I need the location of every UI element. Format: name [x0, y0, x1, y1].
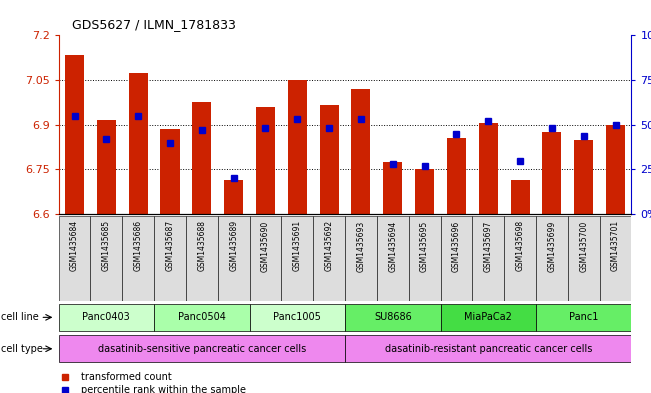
Text: GSM1435692: GSM1435692 — [325, 220, 333, 272]
FancyBboxPatch shape — [59, 216, 90, 301]
FancyBboxPatch shape — [345, 304, 441, 331]
Text: GSM1435693: GSM1435693 — [357, 220, 365, 272]
FancyBboxPatch shape — [536, 216, 568, 301]
Text: GSM1435685: GSM1435685 — [102, 220, 111, 272]
FancyBboxPatch shape — [473, 216, 504, 301]
Text: GSM1435691: GSM1435691 — [293, 220, 302, 272]
FancyBboxPatch shape — [154, 304, 249, 331]
FancyBboxPatch shape — [441, 304, 536, 331]
Text: GSM1435689: GSM1435689 — [229, 220, 238, 272]
Bar — [606, 125, 625, 214]
Bar — [447, 138, 466, 214]
Text: GSM1435700: GSM1435700 — [579, 220, 589, 272]
Text: GSM1435696: GSM1435696 — [452, 220, 461, 272]
FancyBboxPatch shape — [249, 304, 345, 331]
Bar — [510, 180, 530, 214]
FancyBboxPatch shape — [441, 216, 473, 301]
Bar — [160, 129, 180, 214]
Bar — [478, 123, 498, 214]
Bar — [383, 162, 402, 214]
Text: Panc0504: Panc0504 — [178, 312, 226, 322]
Text: SU8686: SU8686 — [374, 312, 411, 322]
Text: GSM1435697: GSM1435697 — [484, 220, 493, 272]
Text: cell type: cell type — [1, 344, 42, 354]
FancyBboxPatch shape — [568, 216, 600, 301]
Text: GSM1435686: GSM1435686 — [133, 220, 143, 272]
Text: MiaPaCa2: MiaPaCa2 — [464, 312, 512, 322]
FancyBboxPatch shape — [154, 216, 186, 301]
Bar — [415, 169, 434, 214]
FancyBboxPatch shape — [59, 304, 154, 331]
Text: cell line: cell line — [1, 312, 38, 322]
Text: GSM1435684: GSM1435684 — [70, 220, 79, 272]
Bar — [129, 73, 148, 214]
Bar — [288, 80, 307, 214]
Text: GSM1435694: GSM1435694 — [388, 220, 397, 272]
FancyBboxPatch shape — [186, 216, 217, 301]
FancyBboxPatch shape — [345, 216, 377, 301]
Text: GSM1435687: GSM1435687 — [165, 220, 174, 272]
Bar — [352, 89, 370, 214]
Bar — [542, 132, 561, 214]
Text: GSM1435698: GSM1435698 — [516, 220, 525, 272]
FancyBboxPatch shape — [249, 216, 281, 301]
Text: transformed count: transformed count — [81, 372, 172, 382]
Text: Panc0403: Panc0403 — [83, 312, 130, 322]
Bar — [256, 107, 275, 214]
FancyBboxPatch shape — [345, 335, 631, 362]
Bar — [320, 105, 339, 214]
Text: percentile rank within the sample: percentile rank within the sample — [81, 385, 246, 393]
Bar — [192, 103, 212, 214]
FancyBboxPatch shape — [377, 216, 409, 301]
Bar — [574, 140, 593, 214]
Bar — [97, 120, 116, 214]
FancyBboxPatch shape — [409, 216, 441, 301]
Text: Panc1005: Panc1005 — [273, 312, 321, 322]
Text: Panc1: Panc1 — [569, 312, 598, 322]
Text: GDS5627 / ILMN_1781833: GDS5627 / ILMN_1781833 — [72, 18, 236, 31]
Text: GSM1435695: GSM1435695 — [420, 220, 429, 272]
Bar — [65, 55, 84, 214]
Text: dasatinib-resistant pancreatic cancer cells: dasatinib-resistant pancreatic cancer ce… — [385, 344, 592, 354]
FancyBboxPatch shape — [59, 335, 345, 362]
Text: GSM1435701: GSM1435701 — [611, 220, 620, 272]
FancyBboxPatch shape — [504, 216, 536, 301]
FancyBboxPatch shape — [536, 304, 631, 331]
FancyBboxPatch shape — [90, 216, 122, 301]
FancyBboxPatch shape — [217, 216, 249, 301]
FancyBboxPatch shape — [600, 216, 631, 301]
Bar — [224, 180, 243, 214]
FancyBboxPatch shape — [281, 216, 313, 301]
Text: dasatinib-sensitive pancreatic cancer cells: dasatinib-sensitive pancreatic cancer ce… — [98, 344, 306, 354]
Text: GSM1435699: GSM1435699 — [547, 220, 557, 272]
Text: GSM1435690: GSM1435690 — [261, 220, 270, 272]
FancyBboxPatch shape — [313, 216, 345, 301]
Text: GSM1435688: GSM1435688 — [197, 220, 206, 272]
FancyBboxPatch shape — [122, 216, 154, 301]
